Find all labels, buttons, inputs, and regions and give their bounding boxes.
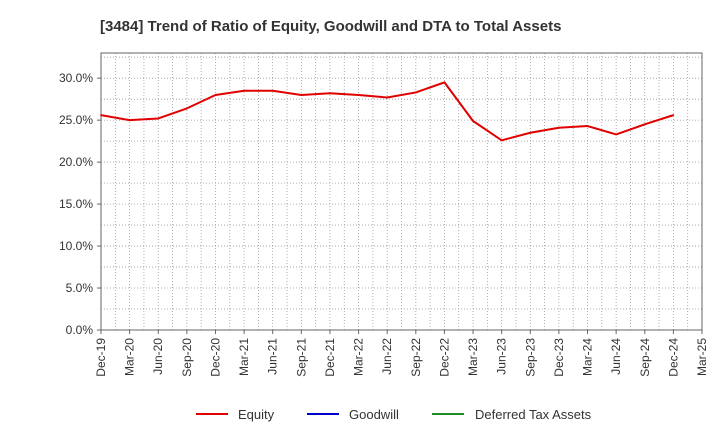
data-point — [243, 89, 245, 92]
x-tick-label: Jun-22 — [380, 338, 394, 375]
data-point — [615, 133, 617, 136]
legend-label: Deferred Tax Assets — [475, 407, 592, 422]
data-point — [443, 81, 446, 84]
chart-title: [3484] Trend of Ratio of Equity, Goodwil… — [100, 18, 561, 35]
x-tick-label: Dec-19 — [94, 338, 108, 377]
data-point — [329, 92, 331, 95]
legend: Equity Goodwill Deferred Tax Assets — [196, 407, 592, 422]
series-layer — [100, 81, 675, 142]
data-point — [214, 94, 217, 96]
x-tick-label: Sep-24 — [638, 338, 652, 377]
x-axis: Dec-19 Mar-20 Jun-20 Sep-20 Dec-20 Mar-21 Jun-… — [94, 330, 709, 377]
x-tick-label: Sep-22 — [409, 338, 423, 377]
data-point — [472, 120, 474, 122]
x-tick-label: Dec-23 — [552, 338, 566, 377]
data-point — [643, 123, 646, 126]
y-tick-label: 0.0% — [66, 323, 94, 337]
x-tick-label: Jun-23 — [495, 338, 509, 375]
x-tick-label: Sep-20 — [180, 338, 194, 377]
x-tick-label: Mar-21 — [237, 338, 251, 376]
data-point — [271, 89, 274, 92]
legend-label: Goodwill — [349, 407, 399, 422]
plot-area — [100, 52, 703, 331]
y-tick-label: 25.0% — [59, 113, 93, 127]
y-tick-label: 20.0% — [59, 155, 93, 169]
y-tick-label: 30.0% — [59, 71, 93, 85]
data-point — [100, 114, 102, 116]
x-tick-label: Mar-23 — [466, 338, 480, 376]
x-tick-label: Dec-21 — [323, 338, 337, 377]
x-tick-label: Dec-22 — [437, 338, 451, 377]
x-tick-label: Jun-24 — [609, 338, 623, 375]
plot-grid — [100, 53, 703, 331]
x-tick-label: Mar-20 — [123, 338, 137, 376]
data-point — [157, 117, 160, 120]
data-point — [357, 94, 360, 96]
x-tick-label: Jun-21 — [266, 338, 280, 375]
x-tick-label: Jun-20 — [151, 338, 165, 375]
data-point — [128, 119, 131, 121]
data-point — [415, 91, 417, 94]
x-tick-label: Dec-20 — [208, 338, 222, 377]
data-point — [558, 126, 560, 129]
x-tick-label: Mar-24 — [581, 338, 595, 376]
x-tick-label: Mar-25 — [695, 338, 709, 376]
data-point — [500, 139, 503, 142]
y-tick-label: 5.0% — [66, 281, 94, 295]
x-tick-label: Sep-21 — [294, 338, 308, 377]
y-axis: 0.0% 5.0% 10.0% 15.0% 20.0% 25.0% 30.0% — [59, 71, 101, 337]
data-point — [672, 114, 675, 116]
data-point — [386, 96, 388, 99]
data-point — [186, 107, 188, 110]
data-point — [586, 125, 589, 127]
y-tick-label: 10.0% — [59, 239, 93, 253]
data-point — [300, 94, 303, 96]
x-tick-label: Sep-23 — [523, 338, 537, 377]
legend-label: Equity — [238, 407, 275, 422]
y-tick-label: 15.0% — [59, 197, 93, 211]
x-tick-label: Dec-24 — [666, 338, 680, 377]
x-tick-label: Mar-22 — [352, 338, 366, 376]
data-point — [529, 131, 532, 134]
